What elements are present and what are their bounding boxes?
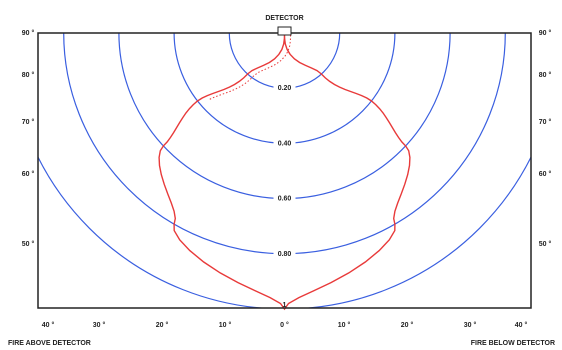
chart-title: DETECTOR: [265, 15, 303, 22]
x-tick-label: 30 °: [464, 321, 477, 329]
sensitivity-pattern-inner: [207, 34, 291, 101]
ring-2: [118, 33, 451, 200]
ring-label: 0.20: [278, 85, 292, 92]
detector-marker: [277, 26, 292, 36]
pattern-layer: [158, 32, 411, 311]
y-tick-label-left: 90 °: [22, 29, 35, 37]
ring-label: 0.60: [278, 196, 292, 203]
ring-label: 1: [283, 302, 287, 309]
y-tick-label-right: 60 °: [539, 170, 552, 178]
x-tick-label: 40 °: [42, 321, 55, 329]
y-tick-label-right: 90 °: [539, 29, 552, 37]
ring-label: 0.40: [278, 140, 292, 147]
x-label-right: FIRE BELOW DETECTOR: [471, 340, 555, 347]
x-tick-label: 20 °: [401, 321, 414, 329]
x-tick-label: 30 °: [93, 321, 106, 329]
y-tick-label-left: 80 °: [22, 71, 35, 79]
y-tick-label-right: 80 °: [539, 71, 552, 79]
x-tick-label: 20 °: [156, 321, 169, 329]
y-tick-label-left: 50 °: [22, 240, 35, 248]
y-tick-label-left: 60 °: [22, 170, 35, 178]
y-tick-label-left: 70 °: [22, 118, 35, 126]
x-tick-label: 10 °: [338, 321, 351, 329]
ring-label: 0.80: [278, 251, 292, 258]
y-tick-label-right: 70 °: [539, 118, 552, 126]
x-tick-label: 40 °: [515, 321, 528, 329]
ring-4: [38, 155, 531, 308]
y-tick-label-right: 50 °: [539, 240, 552, 248]
x-tick-label: 0 °: [280, 321, 289, 329]
ticks-layer: 40 ° 30 ° 20 ° 10 ° 0 ° 10 ° 20 ° 30 ° 40 ° 90 ° 8…: [22, 29, 552, 329]
x-tick-label: 10 °: [219, 321, 232, 329]
sensitivity-pattern: [158, 32, 411, 311]
ring-labels-layer: 0.20 0.40 0.60 0.80 1: [273, 83, 296, 309]
x-label-left: FIRE ABOVE DETECTOR: [8, 340, 91, 347]
rings-layer: [38, 33, 531, 308]
